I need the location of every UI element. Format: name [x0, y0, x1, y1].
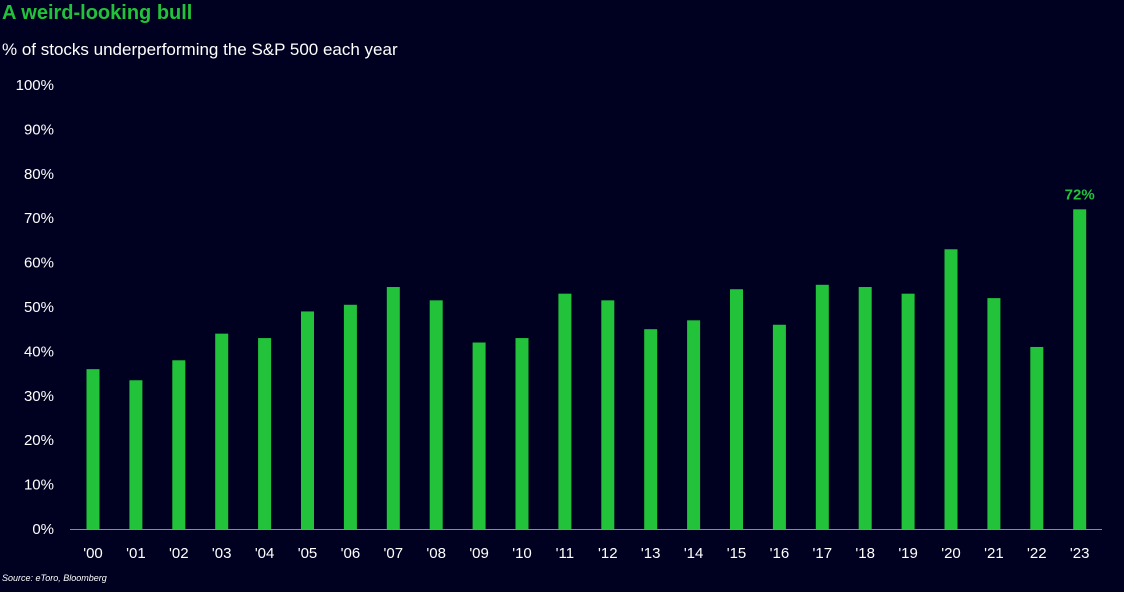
data-label: 72%	[1065, 186, 1095, 203]
bar	[129, 380, 143, 529]
y-tick-label: 60%	[24, 255, 54, 272]
bar	[343, 304, 357, 529]
y-tick-label: 100%	[16, 77, 54, 94]
bar	[772, 324, 786, 529]
x-tick-label: '03	[212, 545, 232, 562]
x-tick-label: '08	[426, 545, 446, 562]
bar	[301, 311, 314, 529]
x-tick-label: '06	[341, 545, 361, 562]
y-tick-label: 80%	[24, 166, 54, 183]
x-tick-label: '10	[512, 545, 532, 562]
x-tick-label: '18	[855, 545, 875, 562]
x-tick-label: '17	[813, 545, 833, 562]
y-tick-label: 30%	[24, 388, 54, 405]
x-tick-label: '19	[898, 545, 918, 562]
bar	[987, 298, 1001, 529]
x-tick-label: '02	[169, 545, 189, 562]
x-tick-label: '07	[384, 545, 404, 562]
x-tick-label: '13	[641, 545, 661, 562]
bar	[172, 360, 186, 529]
source-note: Source: eToro, Bloomberg	[2, 573, 107, 583]
x-tick-label: '20	[941, 545, 961, 562]
bar	[901, 293, 915, 529]
bar	[86, 369, 100, 529]
y-tick-label: 20%	[24, 432, 54, 449]
bar	[558, 293, 572, 529]
bar	[944, 249, 958, 529]
y-tick-label: 90%	[24, 121, 54, 138]
bar	[386, 287, 400, 529]
bar	[515, 338, 529, 529]
bar	[730, 289, 743, 529]
chart-title: A weird-looking bull	[2, 2, 193, 24]
y-tick-label: 40%	[24, 343, 54, 360]
bar	[858, 287, 872, 529]
bar	[472, 342, 486, 529]
x-tick-label: '12	[598, 545, 618, 562]
bar	[815, 284, 829, 529]
bar	[1073, 209, 1087, 529]
bar	[644, 329, 658, 529]
x-tick-label: '04	[255, 545, 275, 562]
bar	[215, 333, 229, 529]
x-tick-label: '23	[1070, 545, 1090, 562]
x-tick-label: '00	[83, 545, 103, 562]
bar	[1030, 346, 1044, 529]
y-tick-label: 70%	[24, 210, 54, 227]
x-tick-label: '14	[684, 545, 704, 562]
x-tick-label: '15	[727, 545, 747, 562]
bar	[687, 320, 701, 529]
bar	[258, 338, 272, 529]
y-tick-label: 0%	[32, 521, 54, 538]
y-tick-label: 50%	[24, 299, 54, 316]
x-tick-label: '16	[770, 545, 790, 562]
x-tick-label: '05	[298, 545, 318, 562]
y-tick-label: 10%	[24, 477, 54, 494]
x-tick-label: '21	[984, 545, 1004, 562]
x-tick-label: '11	[556, 545, 574, 562]
bar	[429, 300, 443, 529]
x-tick-label: '09	[469, 545, 489, 562]
bar	[601, 300, 615, 529]
x-tick-label: '22	[1027, 545, 1047, 562]
x-tick-label: '01	[126, 545, 146, 562]
chart-subtitle: % of stocks underperforming the S&P 500 …	[2, 40, 398, 59]
